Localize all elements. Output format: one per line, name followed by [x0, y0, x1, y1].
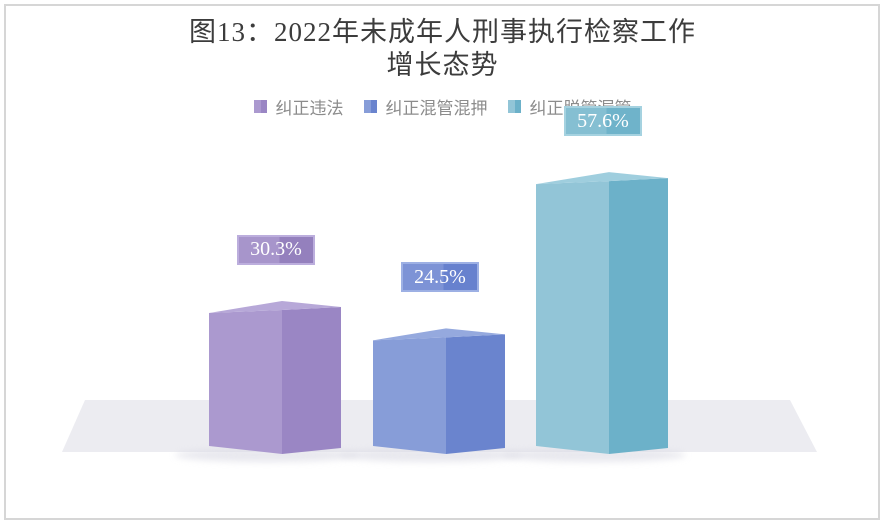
- bars-group: [175, 172, 686, 462]
- legend-item-label: 纠正违法: [275, 99, 344, 118]
- bar-face-right: [282, 306, 341, 454]
- legend-swatch-icon: [507, 100, 521, 113]
- chart-title: 图13：2022年未成年人刑事执行检察工作 增长态势: [0, 16, 885, 82]
- bar-face-top: [373, 328, 505, 341]
- chart-title-line-2: 增长态势: [386, 50, 499, 80]
- chart-title-line-1: 图13：2022年未成年人刑事执行检察工作: [189, 17, 696, 47]
- bar-value-label: 30.3%: [237, 234, 315, 265]
- bar-face-top: [209, 300, 341, 313]
- legend-item-jiuzheng-hunguan-hunya: 纠正混管混押: [363, 94, 488, 119]
- bar-3d-2: [502, 172, 686, 462]
- bar-face-left: [536, 181, 609, 455]
- bar-value-label: 57.6%: [564, 106, 642, 137]
- bar-face-right: [609, 178, 668, 455]
- legend-item-label: 纠正混管混押: [385, 99, 488, 118]
- bar-3d-0: [175, 300, 359, 462]
- bar-3d-1: [339, 328, 523, 462]
- bar-face-right: [446, 334, 505, 454]
- bar-face-left: [373, 337, 446, 454]
- bar-value-label: 24.5%: [401, 262, 479, 293]
- bar-face-top: [536, 172, 668, 185]
- legend-swatch-icon: [253, 100, 267, 113]
- bar-face-left: [209, 309, 282, 454]
- chart-legend: 纠正违法 纠正混管混押 纠正脱管漏管: [0, 94, 885, 119]
- legend-item-jiuzheng-weifa: 纠正违法: [253, 94, 344, 119]
- legend-swatch-icon: [363, 100, 377, 113]
